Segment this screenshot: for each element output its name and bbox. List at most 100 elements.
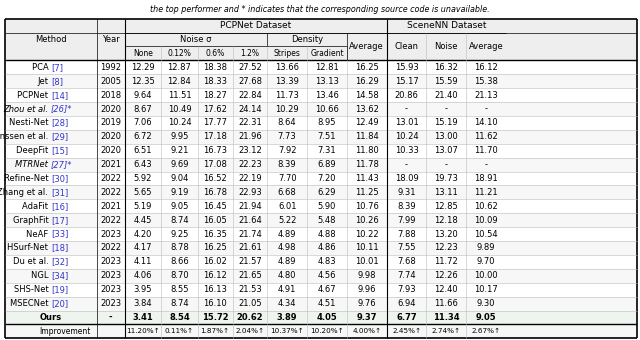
- Text: 1992: 1992: [100, 63, 121, 72]
- Text: DeepFit: DeepFit: [16, 146, 51, 155]
- Text: 15.19: 15.19: [435, 118, 458, 128]
- Text: 9.89: 9.89: [477, 243, 495, 253]
- Text: 2.67%↑: 2.67%↑: [472, 328, 500, 334]
- Text: 21.40: 21.40: [435, 91, 458, 100]
- Text: -: -: [445, 160, 448, 169]
- Text: 10.37%↑: 10.37%↑: [270, 328, 304, 334]
- Text: 3.95: 3.95: [134, 285, 152, 294]
- Bar: [5, 213, 637, 227]
- Text: [17]: [17]: [51, 216, 68, 225]
- Text: 5.65: 5.65: [134, 188, 152, 197]
- Text: 12.49: 12.49: [355, 118, 379, 128]
- Text: 8.70: 8.70: [170, 271, 189, 280]
- Text: [33]: [33]: [51, 230, 68, 239]
- Text: Average: Average: [349, 42, 384, 51]
- Text: 24.14: 24.14: [238, 104, 262, 114]
- Text: [7]: [7]: [51, 63, 63, 72]
- Text: None: None: [133, 49, 153, 58]
- Text: 8.74: 8.74: [170, 299, 189, 308]
- Text: 1.87%↑: 1.87%↑: [200, 328, 230, 334]
- Text: 3.89: 3.89: [277, 313, 298, 322]
- Text: -: -: [445, 104, 448, 114]
- Text: [31]: [31]: [51, 188, 68, 197]
- Text: 16.25: 16.25: [355, 63, 379, 72]
- Text: 10.26: 10.26: [355, 216, 379, 225]
- Text: 10.11: 10.11: [355, 243, 379, 253]
- Text: 8.64: 8.64: [278, 118, 296, 128]
- Text: 7.55: 7.55: [397, 243, 416, 253]
- Text: 11.20%↑: 11.20%↑: [126, 328, 160, 334]
- Text: 4.88: 4.88: [317, 230, 336, 239]
- Text: 6.72: 6.72: [134, 132, 152, 141]
- Bar: [5, 241, 637, 255]
- Text: 16.35: 16.35: [204, 230, 227, 239]
- Text: 4.17: 4.17: [134, 243, 152, 253]
- Text: 22.23: 22.23: [238, 160, 262, 169]
- Text: 2.45%↑: 2.45%↑: [392, 328, 421, 334]
- Text: 6.89: 6.89: [317, 160, 336, 169]
- Text: 4.20: 4.20: [134, 230, 152, 239]
- Text: 14.10: 14.10: [474, 118, 498, 128]
- Text: 12.40: 12.40: [435, 285, 458, 294]
- Text: 10.66: 10.66: [315, 104, 339, 114]
- Text: 10.09: 10.09: [474, 216, 498, 225]
- Text: 10.33: 10.33: [395, 146, 419, 155]
- Text: 17.08: 17.08: [204, 160, 227, 169]
- Text: 10.76: 10.76: [355, 202, 379, 211]
- Text: 5.48: 5.48: [317, 216, 336, 225]
- Text: PCA: PCA: [31, 63, 51, 72]
- Text: PCPNet: PCPNet: [17, 91, 51, 100]
- Text: 9.96: 9.96: [358, 285, 376, 294]
- Text: 0.6%: 0.6%: [205, 49, 225, 58]
- Text: 11.43: 11.43: [355, 174, 379, 183]
- Text: 7.51: 7.51: [317, 132, 336, 141]
- Text: 16.02: 16.02: [204, 257, 227, 266]
- Text: 21.65: 21.65: [238, 271, 262, 280]
- Text: 3.84: 3.84: [134, 299, 152, 308]
- Text: 2.04%↑: 2.04%↑: [236, 328, 264, 334]
- Text: 10.17: 10.17: [474, 285, 498, 294]
- Text: 8.66: 8.66: [170, 257, 189, 266]
- Text: 2020: 2020: [100, 104, 121, 114]
- Text: 11.66: 11.66: [435, 299, 458, 308]
- Text: -: -: [484, 160, 488, 169]
- Text: 5.92: 5.92: [134, 174, 152, 183]
- Text: 13.66: 13.66: [275, 63, 299, 72]
- Text: 6.77: 6.77: [396, 313, 417, 322]
- Text: 11.62: 11.62: [474, 132, 498, 141]
- Text: NeAF: NeAF: [26, 230, 51, 239]
- Text: 21.94: 21.94: [238, 202, 262, 211]
- Text: 6.29: 6.29: [317, 188, 336, 197]
- Text: 11.80: 11.80: [355, 146, 379, 155]
- Text: 7.68: 7.68: [397, 257, 416, 266]
- Text: Stripes: Stripes: [274, 49, 301, 58]
- Text: 19.73: 19.73: [435, 174, 458, 183]
- Text: 4.86: 4.86: [317, 243, 336, 253]
- Text: 17.18: 17.18: [204, 132, 227, 141]
- Text: 21.64: 21.64: [238, 216, 262, 225]
- Text: 9.69: 9.69: [170, 160, 189, 169]
- Text: SceneNN Dataset: SceneNN Dataset: [406, 21, 486, 30]
- Text: [32]: [32]: [51, 257, 68, 266]
- Text: 11.78: 11.78: [355, 160, 379, 169]
- Text: [30]: [30]: [51, 174, 68, 183]
- Text: 16.13: 16.13: [204, 285, 227, 294]
- Text: 6.51: 6.51: [134, 146, 152, 155]
- Text: 16.29: 16.29: [355, 77, 379, 86]
- Text: 11.25: 11.25: [355, 188, 379, 197]
- Text: 12.18: 12.18: [435, 216, 458, 225]
- Text: the top performer and * indicates that the corresponding source code is unavaila: the top performer and * indicates that t…: [150, 5, 490, 14]
- Text: 5.22: 5.22: [278, 216, 296, 225]
- Bar: [5, 130, 637, 144]
- Text: 21.57: 21.57: [238, 257, 262, 266]
- Text: SHS-Net: SHS-Net: [13, 285, 51, 294]
- Text: Du et al.: Du et al.: [13, 257, 51, 266]
- Text: 2023: 2023: [100, 271, 121, 280]
- Text: 8.78: 8.78: [170, 243, 189, 253]
- Text: 2023: 2023: [100, 285, 121, 294]
- Text: 4.45: 4.45: [134, 216, 152, 225]
- Text: 16.32: 16.32: [435, 63, 458, 72]
- Text: 2005: 2005: [100, 77, 121, 86]
- Text: 20.86: 20.86: [395, 91, 419, 100]
- Text: -: -: [484, 104, 488, 114]
